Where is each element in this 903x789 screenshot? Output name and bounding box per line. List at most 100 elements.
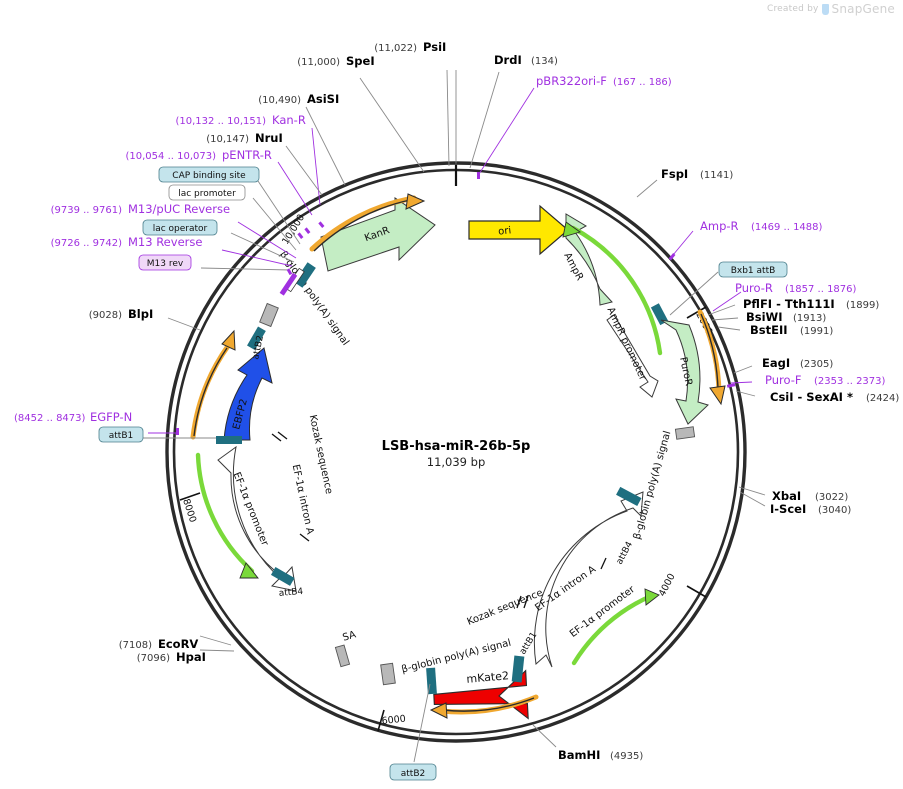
label-eagi[interactable]: EagI (2305) (762, 356, 833, 370)
label-xbai-pos: (3022) (815, 492, 848, 503)
feature-label-attb4-left: attB4 (278, 587, 304, 599)
label-egfp-n[interactable]: (8452 .. 8473) EGFP-N (14, 410, 132, 424)
label-blpi[interactable]: (9028) BlpI (89, 307, 153, 321)
label-puro-r-range: (1857 .. 1876) (785, 284, 857, 295)
label-psii-name: PsiI (423, 40, 446, 54)
label-pflfi-tth111i[interactable]: PflFI - Tth111I (1899) (743, 297, 879, 311)
badge-lac-operator[interactable]: lac operator (142, 219, 218, 236)
badge-cap-binding-site-label: CAP binding site (172, 171, 246, 181)
feature-label-ori: ori (498, 225, 512, 237)
label-pflfi-tth111i-name: PflFI - Tth111I (743, 297, 835, 311)
label-fspi[interactable]: FspI (1141) (661, 167, 733, 181)
att-site-markers-mkate2 (426, 655, 525, 695)
multi-site-markers-topleft (279, 262, 316, 296)
direction-arrow-puror (697, 309, 726, 406)
att-site-marker-attb4-right (616, 486, 642, 507)
att-site-marker-attb2-left (216, 326, 266, 444)
label-pentr-r[interactable]: (10,054 .. 10,073) pENTR-R (126, 148, 272, 162)
label-hpai[interactable]: (7096) HpaI (137, 650, 206, 664)
label-ecorv[interactable]: (7108) EcoRV (119, 637, 199, 651)
snapgene-logo-icon (821, 3, 829, 15)
badge-attb1-left[interactable]: attB1 (98, 426, 144, 443)
label-puro-r[interactable]: Puro-R (1857 .. 1876) (735, 281, 857, 295)
label-hpai-pos: (7096) (137, 653, 170, 664)
label-kan-r-name: Kan-R (272, 113, 306, 127)
badge-lac-promoter-label: lac promoter (178, 189, 236, 199)
label-hpai-name: HpaI (176, 650, 206, 664)
leader-lines (143, 69, 766, 763)
badge-lac-promoter[interactable]: lac promoter (168, 184, 246, 201)
feature-ebfp2[interactable]: EBFP2 (223, 347, 273, 441)
label-drdi[interactable]: DrdI (134) (494, 53, 558, 67)
label-psii-pos: (11,022) (374, 43, 417, 54)
label-puro-r-name: Puro-R (735, 281, 773, 295)
att-site-marker-attb4-left (270, 567, 295, 586)
label-pflfi-tth111i-pos: (1899) (846, 300, 879, 311)
label-amp-r[interactable]: Amp-R (1469 .. 1488) (700, 219, 823, 233)
tick-label-6000: 6000 (381, 714, 406, 727)
label-asisi-pos: (10,490) (258, 95, 301, 106)
label-blpi-pos: (9028) (89, 310, 122, 321)
label-pbr322ori-f-name: pBR322ori-F (536, 74, 607, 88)
kozak-ticks-left (271, 431, 310, 542)
label-amp-r-range: (1469 .. 1488) (751, 222, 823, 233)
feature-ori[interactable]: ori (468, 204, 569, 256)
tick-label-4000: 4000 (657, 572, 678, 599)
feature-label-kozak-right: Kozak sequence (466, 587, 545, 627)
label-puro-f-name: Puro-F (765, 373, 802, 387)
label-spei[interactable]: (11,000) SpeI (297, 54, 374, 68)
feature-label-attb4-right: attB4 (615, 540, 635, 567)
label-pbr322ori-f[interactable]: pBR322ori-F (167 .. 186) (536, 74, 672, 88)
badge-m13-rev[interactable]: M13 rev (138, 254, 192, 271)
label-puro-f[interactable]: Puro-F (2353 .. 2373) (765, 373, 886, 387)
feature-label-ampr-promoter: AmpR promoter (604, 306, 648, 383)
label-nrui-name: NruI (255, 131, 283, 145)
att-site-marker-ampr (650, 303, 669, 326)
label-xbai[interactable]: XbaI (3022) (772, 489, 848, 503)
feature-puror[interactable]: PuroR (660, 319, 709, 425)
label-psii[interactable]: (11,022) PsiI (374, 40, 446, 54)
label-kan-r[interactable]: (10,132 .. 10,151) Kan-R (176, 113, 306, 127)
direction-arrow-ebfp2 (190, 329, 236, 440)
label-m13-puc-reverse[interactable]: (9739 .. 9761) M13/pUC Reverse (51, 202, 230, 216)
badge-cap-binding-site[interactable]: CAP binding site (158, 166, 260, 183)
label-nrui[interactable]: (10,147) NruI (206, 131, 283, 145)
label-puro-f-range: (2353 .. 2373) (814, 376, 886, 387)
label-bamhi-pos: (4935) (610, 751, 643, 762)
feature-label-mkate2: mKate2 (466, 669, 510, 686)
badge-lac-operator-label: lac operator (153, 224, 208, 234)
label-kan-r-range: (10,132 .. 10,151) (176, 116, 267, 127)
label-csii-sexai[interactable]: CsiI - SexAI * (2424) (770, 390, 899, 404)
label-pbr322ori-f-range: (167 .. 186) (613, 77, 672, 88)
label-fspi-pos: (1141) (700, 170, 733, 181)
direction-arrow-ef1a-left (195, 452, 259, 579)
label-amp-r-name: Amp-R (700, 219, 739, 233)
feature-label-kozak-left: Kozak sequence (307, 414, 335, 495)
label-csii-sexai-name: CsiI - SexAI * (770, 390, 853, 404)
feature-label-ef1a-intron-left: EF-1α intron A (290, 464, 316, 536)
label-bsiwi[interactable]: BsiWI (1913) (746, 310, 826, 324)
label-drdi-pos: (134) (531, 56, 558, 67)
label-bstell[interactable]: BstEII (1991) (750, 323, 833, 337)
watermark-brand: SnapGene (831, 2, 895, 16)
badge-attb2-bottom[interactable]: attB2 (389, 763, 437, 781)
label-pentr-r-range: (10,054 .. 10,073) (126, 151, 217, 162)
label-xbai-name: XbaI (772, 489, 801, 503)
label-spei-pos: (11,000) (297, 57, 340, 68)
label-bamhi[interactable]: BamHI (4935) (558, 748, 643, 762)
polyA-box-bottom (380, 662, 396, 686)
direction-arrow-ampr (562, 221, 663, 356)
label-m13-reverse[interactable]: (9726 .. 9742) M13 Reverse (51, 235, 203, 249)
feature-ef1a-promoter-left[interactable]: EF-1α promoter (217, 445, 297, 592)
label-eagi-pos: (2305) (800, 359, 833, 370)
label-i-scei[interactable]: I-SceI (3040) (770, 502, 851, 516)
label-asisi[interactable]: (10,490) AsiSI (258, 92, 339, 106)
watermark-prefix: Created by (767, 4, 819, 14)
label-bsiwi-name: BsiWI (746, 310, 783, 324)
badge-bxb1-attb[interactable]: Bxb1 attB (718, 261, 788, 278)
feature-label-ef1a-intron-right: EF-1α intron A (533, 564, 598, 614)
label-egfp-n-range: (8452 .. 8473) (14, 413, 86, 424)
feature-label-sa: SA (341, 629, 357, 643)
feature-kanr[interactable]: KanR (320, 197, 436, 272)
